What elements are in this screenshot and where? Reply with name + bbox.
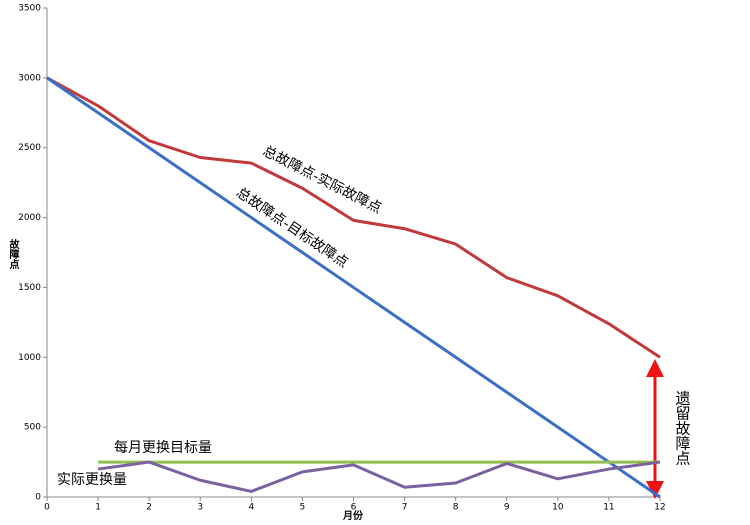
series-label: 每月更换目标量 — [114, 439, 212, 456]
series-label: 实际更换量 — [57, 471, 127, 488]
x-tick-label: 2 — [146, 503, 152, 513]
x-tick-label: 9 — [504, 503, 510, 513]
x-tick-label: 12 — [654, 503, 665, 513]
series-line — [97, 460, 661, 493]
x-tick-label: 11 — [603, 503, 614, 513]
x-tick-label: 0 — [44, 503, 50, 513]
x-tick-label: 10 — [552, 503, 564, 513]
x-tick-label: 5 — [300, 503, 306, 513]
x-tick-label: 4 — [248, 503, 254, 513]
x-tick-label: 6 — [351, 503, 357, 513]
x-tick-label: 8 — [453, 503, 459, 513]
y-axis-title: 故障点 — [7, 238, 19, 270]
series-line — [46, 76, 661, 499]
x-axis-title: 月份 — [342, 509, 364, 522]
x-tick-label: 3 — [197, 503, 203, 513]
y-tick-label: 500 — [24, 423, 41, 433]
series-label: 总故障点-实际故障点 — [260, 143, 384, 217]
series-line — [46, 76, 661, 359]
y-tick-label: 3500 — [18, 4, 41, 14]
y-tick-label: 2000 — [18, 213, 41, 223]
y-tick-label: 1500 — [18, 283, 41, 293]
y-tick-label: 2500 — [18, 143, 41, 153]
x-tick-label: 7 — [402, 503, 408, 513]
y-tick-label: 0 — [35, 493, 41, 503]
y-tick-label: 3000 — [18, 73, 41, 83]
x-tick-label: 1 — [95, 503, 101, 513]
series-label: 总故障点-目标故障点 — [233, 185, 351, 272]
y-tick-label: 1000 — [18, 353, 41, 363]
annotation: 遗留故障点 — [674, 391, 692, 466]
